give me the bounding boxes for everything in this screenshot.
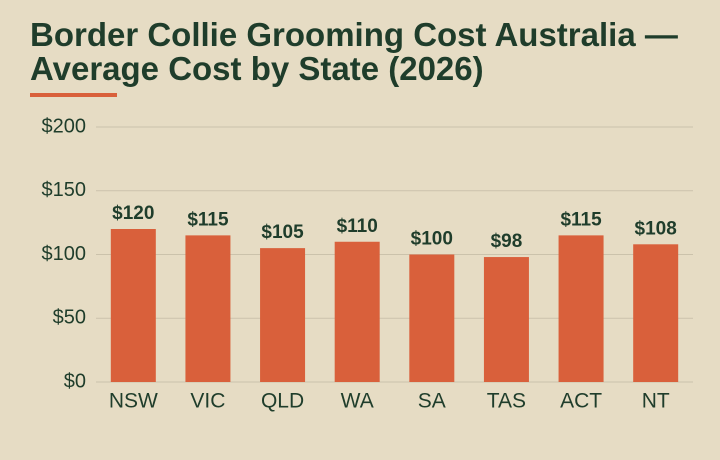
bar xyxy=(185,235,231,382)
value-label: $108 xyxy=(635,218,677,239)
x-tick-label: TAS xyxy=(487,390,526,413)
x-tick-label: NT xyxy=(642,390,670,413)
bar xyxy=(633,244,679,382)
bar xyxy=(483,257,529,382)
value-label: $110 xyxy=(337,216,378,237)
bar xyxy=(334,241,380,382)
bar xyxy=(409,254,455,382)
x-tick-label: NSW xyxy=(109,390,158,413)
value-label: $105 xyxy=(261,222,304,243)
y-tick-label: $100 xyxy=(42,243,87,265)
x-tick-label: VIC xyxy=(190,390,225,413)
value-label: $115 xyxy=(560,209,602,230)
value-label: $120 xyxy=(112,203,154,224)
bar xyxy=(260,248,306,382)
value-label: $98 xyxy=(491,231,523,252)
x-tick-label: SA xyxy=(418,390,446,413)
y-tick-label: $150 xyxy=(42,179,87,201)
bar xyxy=(558,235,604,382)
y-tick-label: $50 xyxy=(53,307,86,329)
value-label: $115 xyxy=(187,209,229,230)
title-accent xyxy=(30,93,117,97)
y-tick-label: $200 xyxy=(42,115,87,137)
y-tick-label: $0 xyxy=(64,370,86,392)
x-tick-label: WA xyxy=(341,390,374,413)
value-label: $100 xyxy=(411,229,453,250)
bar xyxy=(110,229,156,382)
x-tick-label: ACT xyxy=(560,390,602,413)
x-tick-label: QLD xyxy=(261,390,304,413)
chart-title: Border Collie Grooming Cost Australia — … xyxy=(30,16,678,87)
